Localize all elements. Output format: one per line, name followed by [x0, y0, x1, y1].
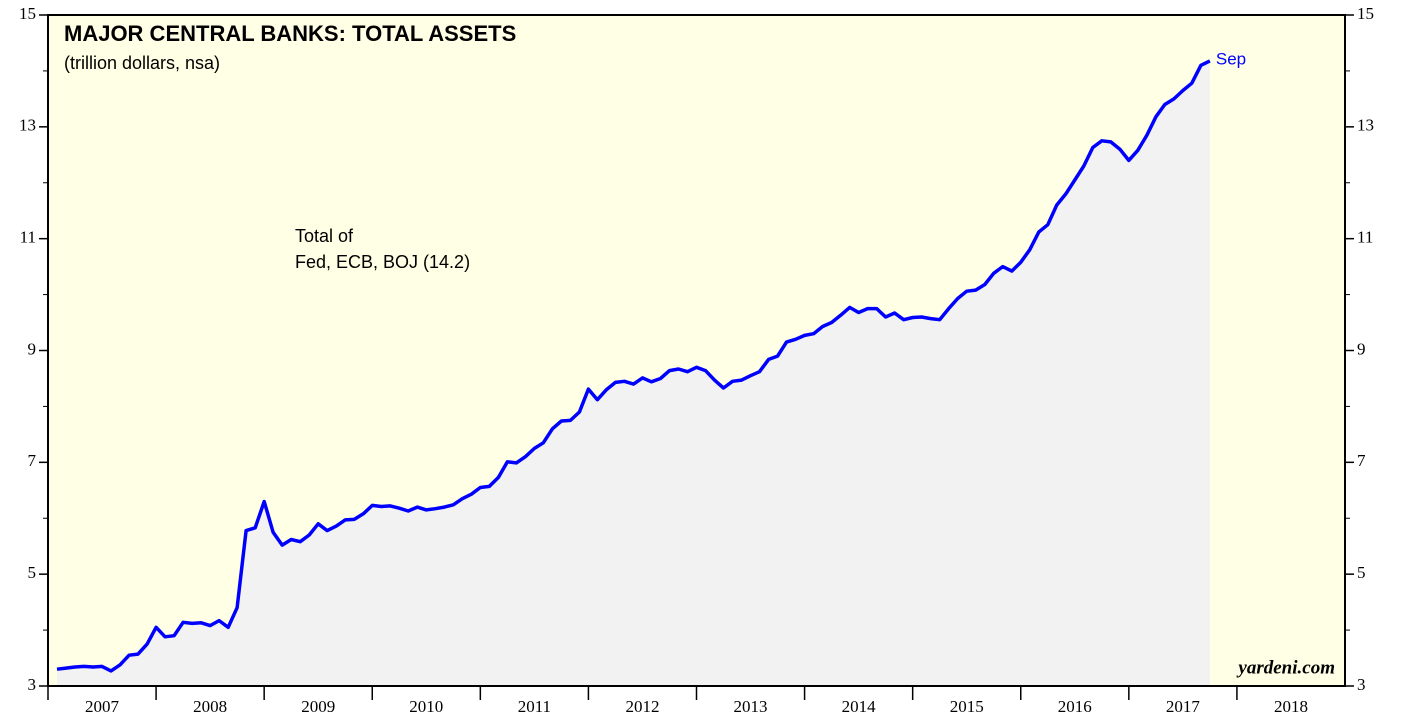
y-tick-label: 9 [1357, 339, 1366, 358]
y-tick-label: 3 [28, 675, 37, 694]
y-tick-label: 7 [1357, 451, 1366, 470]
x-tick-label: 2007 [85, 697, 120, 716]
chart-subtitle: (trillion dollars, nsa) [64, 53, 220, 73]
y-tick-label: 5 [28, 563, 37, 582]
x-tick-label: 2012 [625, 697, 659, 716]
x-tick-label: 2017 [1166, 697, 1201, 716]
x-tick-label: 2011 [518, 697, 551, 716]
end-label: Sep [1216, 49, 1246, 68]
source: yardeni.com [1236, 657, 1335, 678]
x-tick-label: 2010 [409, 697, 443, 716]
x-tick-label: 2014 [842, 697, 877, 716]
x-tick-label: 2009 [301, 697, 335, 716]
x-tick-label: 2018 [1274, 697, 1308, 716]
annotation: Fed, ECB, BOJ (14.2) [295, 252, 470, 272]
x-tick-label: 2015 [950, 697, 984, 716]
y-tick-label: 11 [20, 228, 36, 247]
y-tick-label: 7 [28, 451, 37, 470]
y-tick-label: 13 [19, 116, 36, 135]
x-tick-label: 2016 [1058, 697, 1092, 716]
x-tick-label: 2013 [734, 697, 768, 716]
y-tick-label: 3 [1357, 675, 1366, 694]
y-tick-label: 13 [1357, 116, 1374, 135]
chart-title: MAJOR CENTRAL BANKS: TOTAL ASSETS [64, 21, 516, 46]
y-tick-label: 5 [1357, 563, 1366, 582]
annotation: Total of [295, 226, 354, 246]
y-tick-label: 9 [28, 339, 37, 358]
area [57, 60, 1210, 686]
marks [56, 59, 1211, 686]
x-tick-label: 2008 [193, 697, 227, 716]
y-tick-label: 15 [19, 4, 36, 23]
y-tick-label: 15 [1357, 4, 1374, 23]
y-tick-label: 11 [1357, 228, 1373, 247]
line [56, 59, 1211, 673]
